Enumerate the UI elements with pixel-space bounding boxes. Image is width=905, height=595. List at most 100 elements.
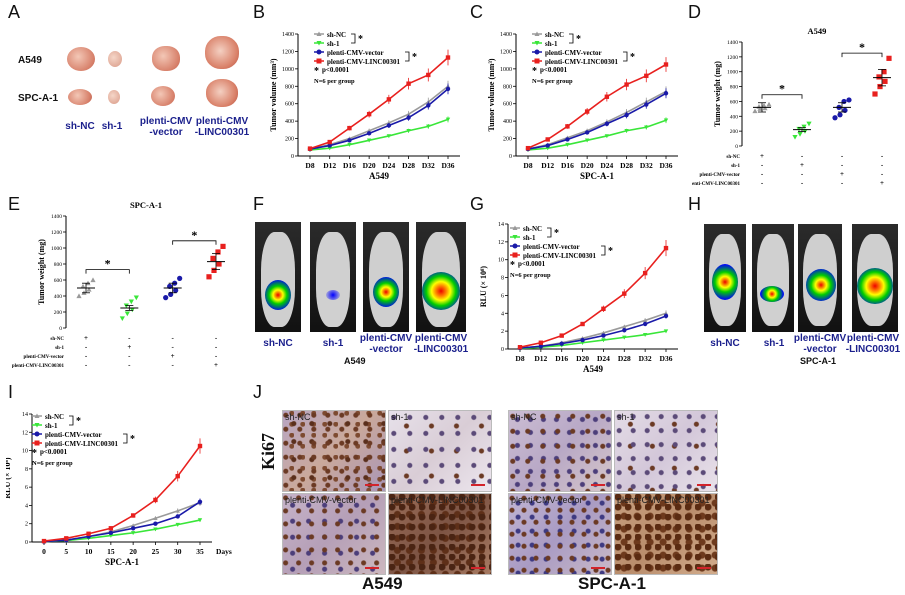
- y-tick-label: 1400: [500, 32, 512, 38]
- legend-marker: [512, 252, 518, 258]
- chart-i: 0 2 4 6 8 10 12 14 0 5 10 15 20 25 30 35 SPC-A-1 Days RLU …: [6, 412, 232, 567]
- legend-label: plenti-CMV-LINC00301: [45, 440, 118, 448]
- x-tick-label: D16: [561, 161, 574, 170]
- f-label-linc: plenti-CMV -LINC00301: [413, 333, 469, 355]
- y-tick-label: 12: [498, 240, 504, 246]
- y-axis-label: RLU (× 10⁸): [480, 266, 488, 308]
- legend-marker: [512, 225, 518, 230]
- h-label-shnc: sh-NC: [710, 338, 740, 349]
- signal-f-sh1: [326, 290, 340, 300]
- data-point: [797, 132, 803, 137]
- group-label-sh1: sh-1: [101, 121, 123, 132]
- x-tick-label: D32: [422, 161, 435, 170]
- series-line: [527, 90, 667, 150]
- y-tick-label: 1200: [51, 230, 62, 236]
- data-point: [644, 125, 649, 130]
- data-point: [347, 138, 352, 143]
- tumor-spca1-linc: [206, 79, 238, 107]
- data-point: [642, 270, 648, 276]
- chart-g: 0 2 4 6 8 10 12 14 D8 D12 D16 D20 D24 D28 D32 D36 A549 RL…: [480, 222, 678, 374]
- legend-label: sh-1: [523, 234, 536, 242]
- signal-f-linc: [422, 272, 460, 310]
- legend-label: plenti-CMV-vector: [45, 431, 102, 439]
- data-point: [538, 344, 544, 349]
- y-tick-label: 600: [503, 102, 512, 108]
- x-axis-label: A549: [369, 171, 389, 181]
- data-point: [882, 78, 888, 84]
- x-axis-label: SPC-A-1: [105, 557, 139, 567]
- data-point: [663, 118, 669, 123]
- treatment-mark: -: [128, 352, 131, 360]
- data-point: [175, 514, 180, 519]
- f-caption: A549: [344, 356, 366, 366]
- data-point: [584, 109, 590, 114]
- data-point: [124, 311, 130, 317]
- data-point: [517, 345, 523, 350]
- legend-label: plenti-CMV-vector: [523, 243, 580, 251]
- y-tick-label: 12: [22, 430, 28, 436]
- sig-star: *: [779, 82, 785, 96]
- data-point: [622, 324, 627, 329]
- treatment-mark: -: [85, 361, 88, 369]
- data-point: [663, 91, 669, 96]
- y-tick-label: 0: [501, 347, 504, 353]
- series-line: [309, 88, 449, 150]
- data-point: [175, 522, 180, 527]
- data-point: [565, 142, 570, 147]
- legend-marker: [34, 413, 40, 418]
- y-tick-label: 14: [22, 412, 28, 418]
- legend-label: plenti-CMV-vector: [327, 49, 384, 57]
- panel-label-d: D: [688, 2, 701, 22]
- tumor-a549-linc: [205, 36, 239, 69]
- y-tick-label: 4: [501, 311, 504, 317]
- x-tick-label: D28: [620, 161, 633, 170]
- data-point: [622, 335, 627, 340]
- data-point: [876, 74, 882, 80]
- data-point: [663, 329, 669, 334]
- x-tick-label: D32: [639, 354, 652, 363]
- data-point: [601, 338, 606, 343]
- data-point: [426, 103, 431, 108]
- panel-label-i: I: [8, 382, 14, 402]
- panel-label-a: A: [8, 2, 21, 22]
- p-star: *: [510, 260, 515, 271]
- y-tick-label: 0: [291, 154, 294, 160]
- data-point: [752, 108, 758, 114]
- chart-title: SPC-A-1: [130, 200, 162, 210]
- y-tick-label: 8: [25, 467, 28, 473]
- p-value: p<0.0001: [322, 66, 350, 74]
- data-point: [663, 311, 669, 316]
- treatment-row-label: sh-1: [55, 346, 64, 351]
- data-point: [119, 316, 125, 321]
- y-tick-label: 800: [285, 84, 294, 90]
- h-caption: SPC-A-1: [800, 356, 837, 366]
- data-point: [86, 287, 92, 292]
- ihc-a549-linc: plenti-CMV-LINC00301: [388, 493, 492, 575]
- data-point: [580, 337, 585, 343]
- treatment-row-label: plenti-CMV-LINC00301: [12, 364, 65, 369]
- treatment-mark: -: [761, 170, 764, 178]
- y-tick-label: 0: [59, 326, 62, 332]
- j-caption-spca1: SPC-A-1: [578, 574, 647, 593]
- p-value: p<0.0001: [518, 260, 546, 268]
- legend-marker: [34, 440, 40, 446]
- treatment-mark: -: [85, 352, 88, 360]
- data-point: [642, 318, 648, 323]
- data-point: [366, 138, 372, 143]
- data-point: [220, 243, 226, 249]
- tumor-spca1-vector: [151, 86, 175, 106]
- h-label-sh1: sh-1: [763, 338, 785, 349]
- treatment-row-label: sh-NC: [50, 337, 64, 342]
- treatment-mark: -: [215, 334, 218, 342]
- data-point: [601, 330, 606, 335]
- y-axis-label: Tumor weight (mg): [37, 239, 46, 305]
- treatment-mark: -: [841, 179, 844, 187]
- data-point: [108, 526, 114, 531]
- data-point: [584, 130, 590, 135]
- legend-label: sh-NC: [545, 31, 564, 39]
- data-point: [580, 321, 585, 327]
- data-point: [545, 137, 550, 142]
- sig-star: *: [859, 40, 865, 54]
- data-point: [663, 313, 669, 319]
- data-point: [130, 531, 136, 536]
